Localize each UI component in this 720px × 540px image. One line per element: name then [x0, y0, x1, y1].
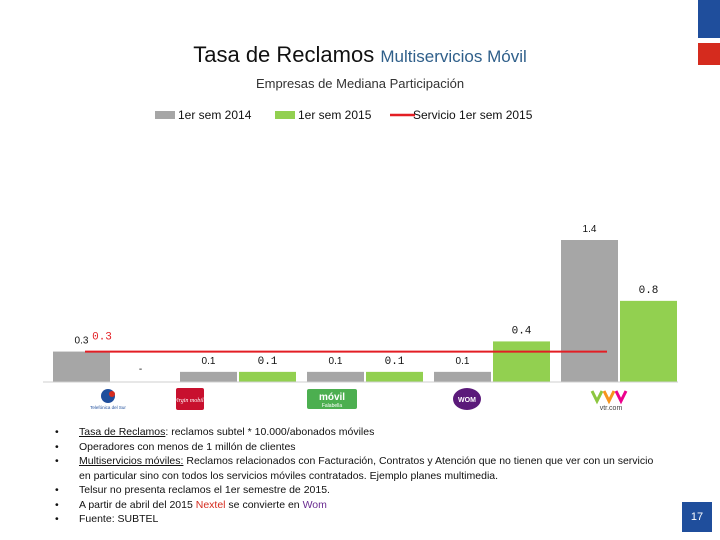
logo-text-bottom: Falabella: [322, 403, 343, 409]
data-label-s2014-3: 0.1: [329, 356, 343, 367]
virgin-mobile-logo-icon: Virgin mobile: [174, 388, 207, 410]
bullet: •: [55, 513, 59, 525]
bullet: •: [55, 426, 59, 438]
note-source: • Fuente: SUBTEL: [55, 512, 655, 527]
reference-line-group: 0.3: [85, 332, 607, 353]
data-label-s2015-2: 0.1: [258, 356, 278, 368]
chart-data-labels: 0.3 - 0.1 0.1 0.1 0.1 0.1 0.4 1.4 0.8: [75, 224, 659, 375]
bullet: •: [55, 484, 59, 496]
note-text: Fuente: SUBTEL: [79, 513, 159, 525]
bar-s2015-2: [239, 371, 296, 382]
bar-s2014-2: [180, 371, 237, 382]
reference-line-label: 0.3: [92, 332, 112, 344]
bar-s2015-5: [620, 300, 677, 382]
note-text: Telsur no presenta reclamos el 1er semes…: [79, 484, 330, 496]
footnotes: • Tasa de Reclamos: reclamos subtel * 10…: [55, 425, 655, 527]
legend-label-2: 1er sem 2015: [298, 108, 372, 122]
data-label-s2014-1: 0.3: [75, 336, 89, 347]
note-text: Reclamos relacionados con Facturación, C…: [79, 455, 654, 482]
note-text: Operadores con menos de 1 millón de clie…: [79, 440, 296, 453]
note-nextel-wom: • A partir de abril del 2015 Nextel se c…: [55, 498, 655, 513]
logo-text: Virgin mobile: [174, 398, 207, 404]
nextel-text: Nextel: [195, 498, 226, 511]
legend-label-1: 1er sem 2014: [178, 108, 252, 122]
note-operators: • Operadores con menos de 1 millón de cl…: [55, 440, 655, 455]
bullet: •: [55, 498, 59, 511]
logo-text: Telefónica del Sur: [90, 405, 126, 410]
note-text: se convierte en: [225, 498, 303, 511]
bar-s2014-3: [307, 371, 364, 382]
note-term: Multiservicios móviles:: [79, 455, 184, 467]
note-multiservice: • Multiservicios móviles: Reclamos relac…: [55, 454, 655, 483]
data-label-s2015-5: 0.8: [639, 285, 659, 297]
legend-label-3: Servicio 1er sem 2015: [413, 108, 533, 122]
note-telsur: • Telsur no presenta reclamos el 1er sem…: [55, 483, 655, 498]
bar-s2014-4: [434, 371, 491, 382]
bullet: •: [55, 440, 59, 453]
data-label-s2014-2: 0.1: [202, 356, 216, 367]
bar-s2014-1: [53, 351, 110, 382]
page-number: 17: [682, 502, 712, 532]
note-term: Tasa de Reclamos: [79, 426, 166, 438]
page-title: Tasa de Reclamos Multiservicios Móvil: [0, 42, 720, 68]
note-text: A partir de abril del 2015: [79, 498, 196, 511]
data-label-s2015-4: 0.4: [512, 325, 532, 337]
title-sub: Multiservicios Móvil: [380, 47, 527, 66]
logo-text: vtr.com: [600, 405, 623, 412]
wom-text: Wom: [302, 498, 327, 511]
chart-subtitle: Empresas de Mediana Participación: [255, 76, 465, 91]
wom-logo-icon: WOM: [453, 388, 481, 410]
data-label-s2014-5: 1.4: [583, 224, 597, 235]
note-text: : reclamos subtel * 10.000/abonados móvi…: [165, 426, 375, 438]
logo-text-top: móvil: [319, 392, 345, 403]
data-label-s2014-4: 0.1: [456, 356, 470, 367]
telefonica-del-sur-logo-icon: Telefónica del Sur: [90, 389, 126, 410]
bar-s2015-4: [493, 341, 550, 382]
legend-swatch-2: [275, 111, 295, 119]
bullet: •: [55, 455, 59, 467]
chart-legend: 1er sem 2014 1er sem 2015 Servicio 1er sem…: [155, 108, 533, 122]
bar-s2014-5: [561, 240, 618, 382]
chart: 1er sem 2014 1er sem 2015 Servicio 1er sem…: [43, 108, 678, 412]
bar-s2015-3: [366, 371, 423, 382]
legend-swatch-1: [155, 111, 175, 119]
chile-flag-stripe: [698, 0, 720, 65]
data-label-s2015-1: -: [139, 364, 142, 375]
vtr-logo-icon: vtr.com: [590, 390, 628, 412]
category-logos: Telefónica del Sur Virgin mobile móvilFala…: [90, 388, 628, 412]
chart-bars: [53, 240, 677, 382]
logo-text: WOM: [458, 397, 476, 404]
data-label-s2015-3: 0.1: [385, 356, 405, 368]
note-definition: • Tasa de Reclamos: reclamos subtel * 10…: [55, 425, 655, 440]
title-main: Tasa de Reclamos: [193, 42, 375, 67]
